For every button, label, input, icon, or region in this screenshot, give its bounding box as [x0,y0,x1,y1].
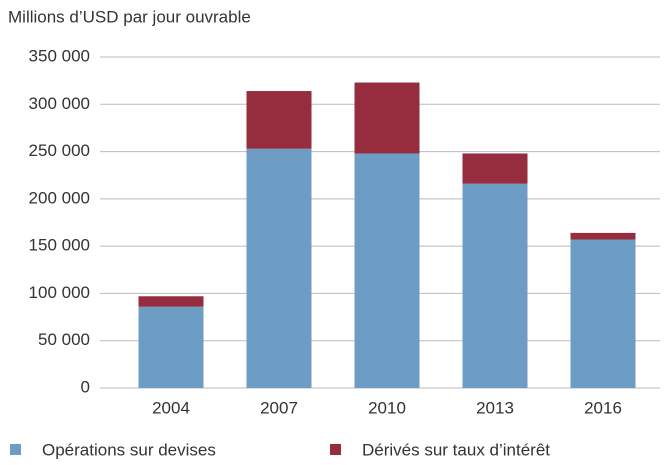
x-tick-label: 2013 [476,398,514,417]
bar-segment [138,296,204,307]
bar-segment [462,153,528,184]
x-tick-label: 2007 [260,398,298,417]
y-tick-label: 300 000 [29,94,90,113]
bar-segment [354,82,420,154]
y-tick-label: 100 000 [29,283,90,302]
bar-segment [570,232,636,240]
y-axis-label: Millions d’USD par jour ouvrable [8,7,251,26]
x-tick-label: 2010 [368,398,406,417]
bar-segment [246,148,312,388]
bar-segment [570,239,636,388]
bar-segment [138,306,204,388]
legend-label: Opérations sur devises [42,440,216,459]
legend-label: Dérivés sur taux d’intérêt [362,440,550,459]
y-tick-label: 0 [81,377,90,396]
x-tick-label: 2004 [152,398,190,417]
y-tick-label: 150 000 [29,236,90,255]
x-tick-label: 2016 [584,398,622,417]
bar-segment [354,153,420,388]
legend-swatch [330,444,341,455]
bar-segment [246,91,312,149]
legend-swatch [10,444,21,455]
y-tick-label: 200 000 [29,188,90,207]
y-tick-label: 350 000 [29,46,90,65]
bar-segment [462,183,528,388]
y-tick-label: 50 000 [38,330,90,349]
y-tick-label: 250 000 [29,141,90,160]
